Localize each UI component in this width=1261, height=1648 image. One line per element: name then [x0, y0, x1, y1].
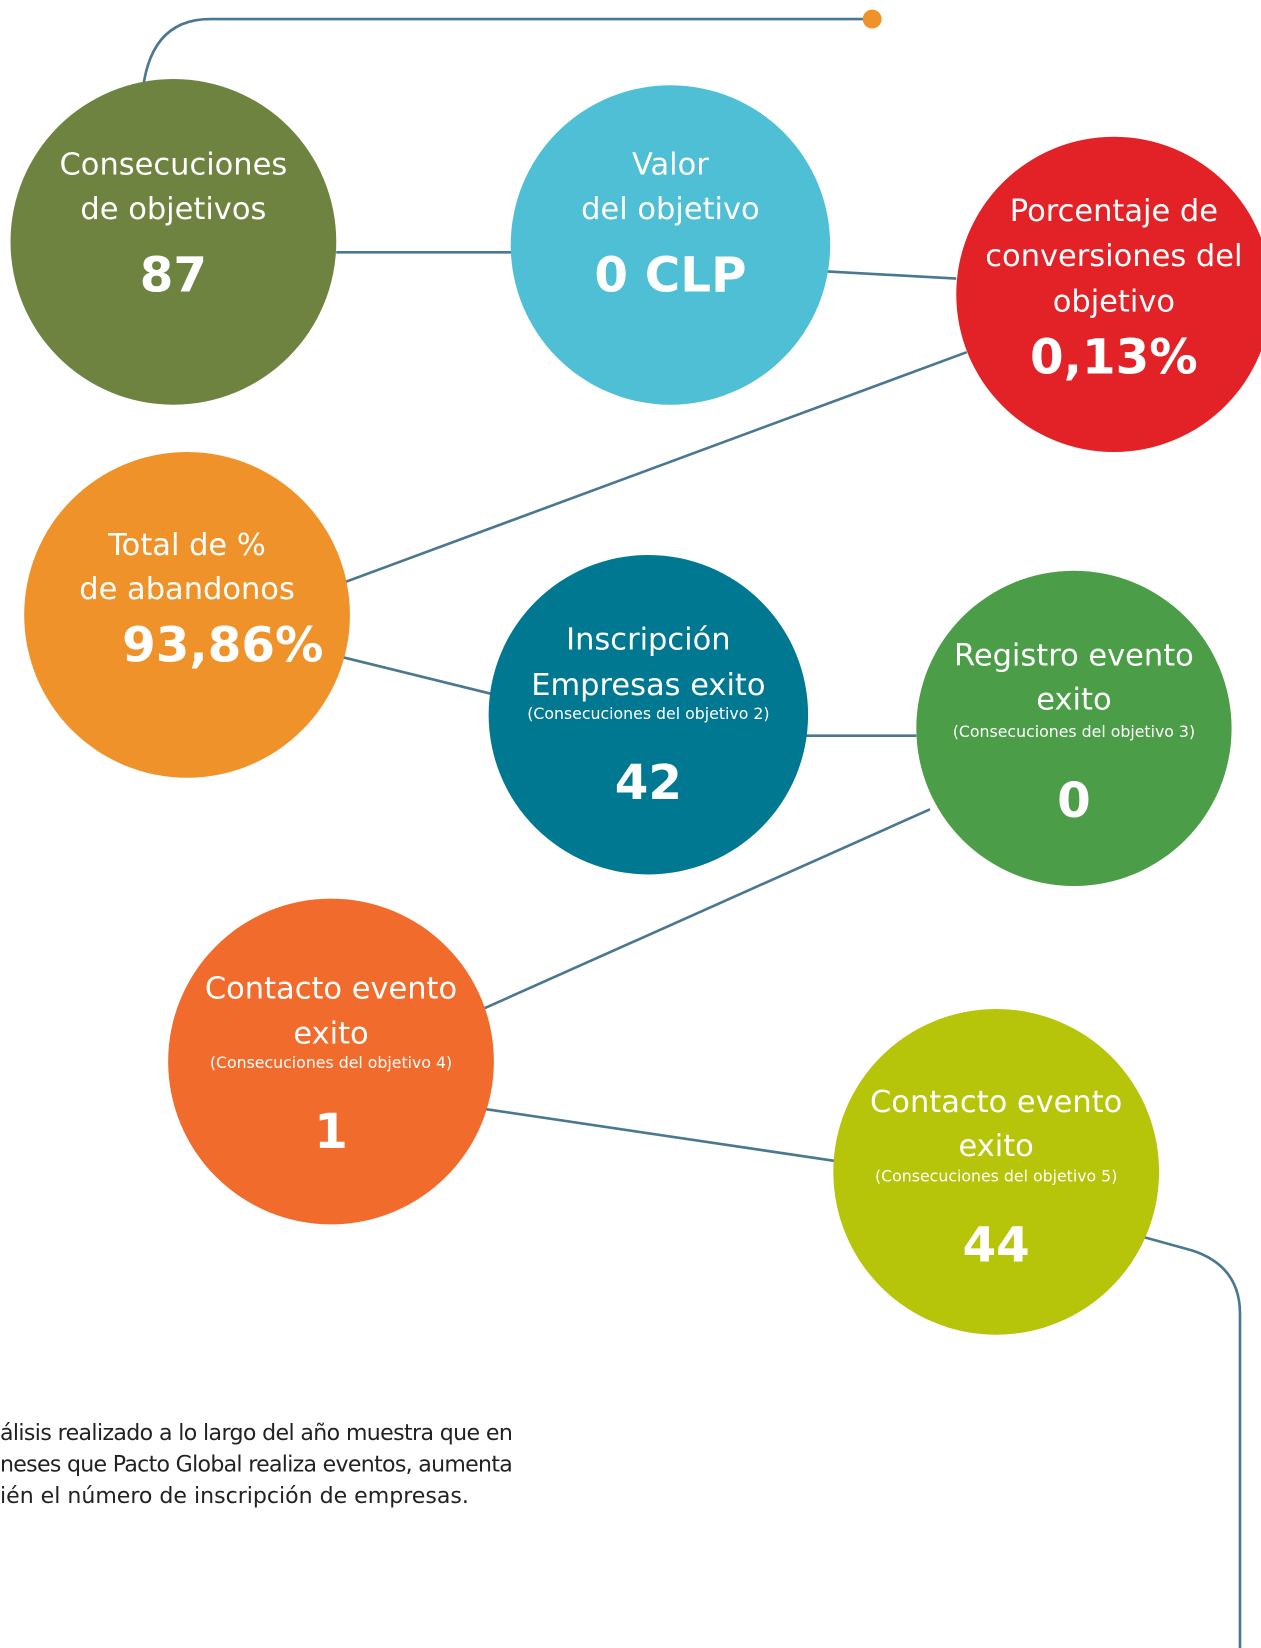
paragraph: álisis realizado a lo largo del año mues… [0, 1421, 513, 1509]
dot [862, 9, 882, 29]
node-label: Empresas exito [531, 668, 765, 703]
node-value: 44 [963, 1218, 1030, 1274]
connector [341, 350, 968, 585]
node-label: del objetivo [581, 192, 760, 227]
connector [477, 808, 931, 1013]
node-circle [488, 554, 809, 875]
node-label: exito [1036, 683, 1111, 718]
node-value: 0 [1057, 773, 1091, 829]
connector [341, 655, 492, 695]
node-value: 0,13% [1030, 330, 1198, 386]
node-circle [168, 898, 494, 1225]
node: Inscripción Empresas exito(Consecuciones … [488, 554, 809, 875]
paragraph-line: álisis realizado a lo largo del año mues… [0, 1421, 513, 1446]
node-label: Contacto evento [870, 1085, 1122, 1120]
node-circle [956, 136, 1261, 452]
node-label: Porcentaje de [1010, 194, 1218, 229]
node-label: Valor [632, 148, 709, 183]
node: Contacto evento exito (Consecuciones del o… [833, 1008, 1160, 1335]
node-label: de abandonos [79, 572, 295, 607]
paragraph-line: ién el número de inscripción de empresas… [0, 1484, 469, 1509]
node-label: conversiones del [985, 239, 1242, 274]
node-sublabel: (Consecuciones del objetivo 2) [527, 704, 769, 723]
node-circle [24, 452, 350, 778]
node-value: 0 CLP [594, 248, 746, 304]
paragraph-line: neses que Pacto Global realiza eventos, … [0, 1452, 513, 1477]
node: Total de % de abandonos 93,86% [24, 452, 350, 778]
node-label: Registro evento [954, 638, 1194, 673]
node: Valor del objetivo 0 CLP [510, 85, 831, 405]
node: Consecuciones de objetivos 87 [10, 78, 337, 405]
node-circle [510, 85, 831, 405]
connector [1142, 1235, 1242, 1648]
node: Registro evento exito (Consecuciones del o… [916, 570, 1232, 886]
node-sublabel: (Consecuciones del objetivo 3) [953, 722, 1195, 741]
node-value: 93,86% [122, 618, 323, 674]
node-value: 1 [314, 1104, 348, 1160]
connector [140, 17, 873, 101]
node-circle [916, 570, 1232, 886]
node-value: 42 [615, 755, 682, 811]
node-label: objetivo [1053, 284, 1175, 319]
node-circle [10, 78, 337, 405]
node-sublabel: (Consecuciones del objetivo 5) [875, 1167, 1117, 1186]
connector [824, 269, 957, 280]
node-circle [833, 1008, 1160, 1335]
node-label: de objetivos [80, 192, 266, 227]
node: Porcentaje de conversiones del objetivo 0,1… [956, 136, 1261, 452]
connectors [140, 9, 1242, 1648]
node-label: exito [959, 1129, 1034, 1164]
node: Contacto evento exito(Consecuciones del o… [168, 898, 494, 1225]
nodes: Consecuciones de objetivos 87 Valor del obje… [10, 78, 1261, 1335]
node-sublabel: (Consecuciones del objetivo 4) [210, 1053, 452, 1072]
connector [483, 1107, 838, 1163]
node-label: Consecuciones [60, 148, 288, 183]
node-label: Contacto evento [205, 972, 457, 1007]
node-value: 87 [140, 248, 207, 304]
node-label: Inscripción [566, 623, 730, 658]
node-label: exito [293, 1017, 368, 1052]
node-label: Total de % [107, 528, 266, 563]
